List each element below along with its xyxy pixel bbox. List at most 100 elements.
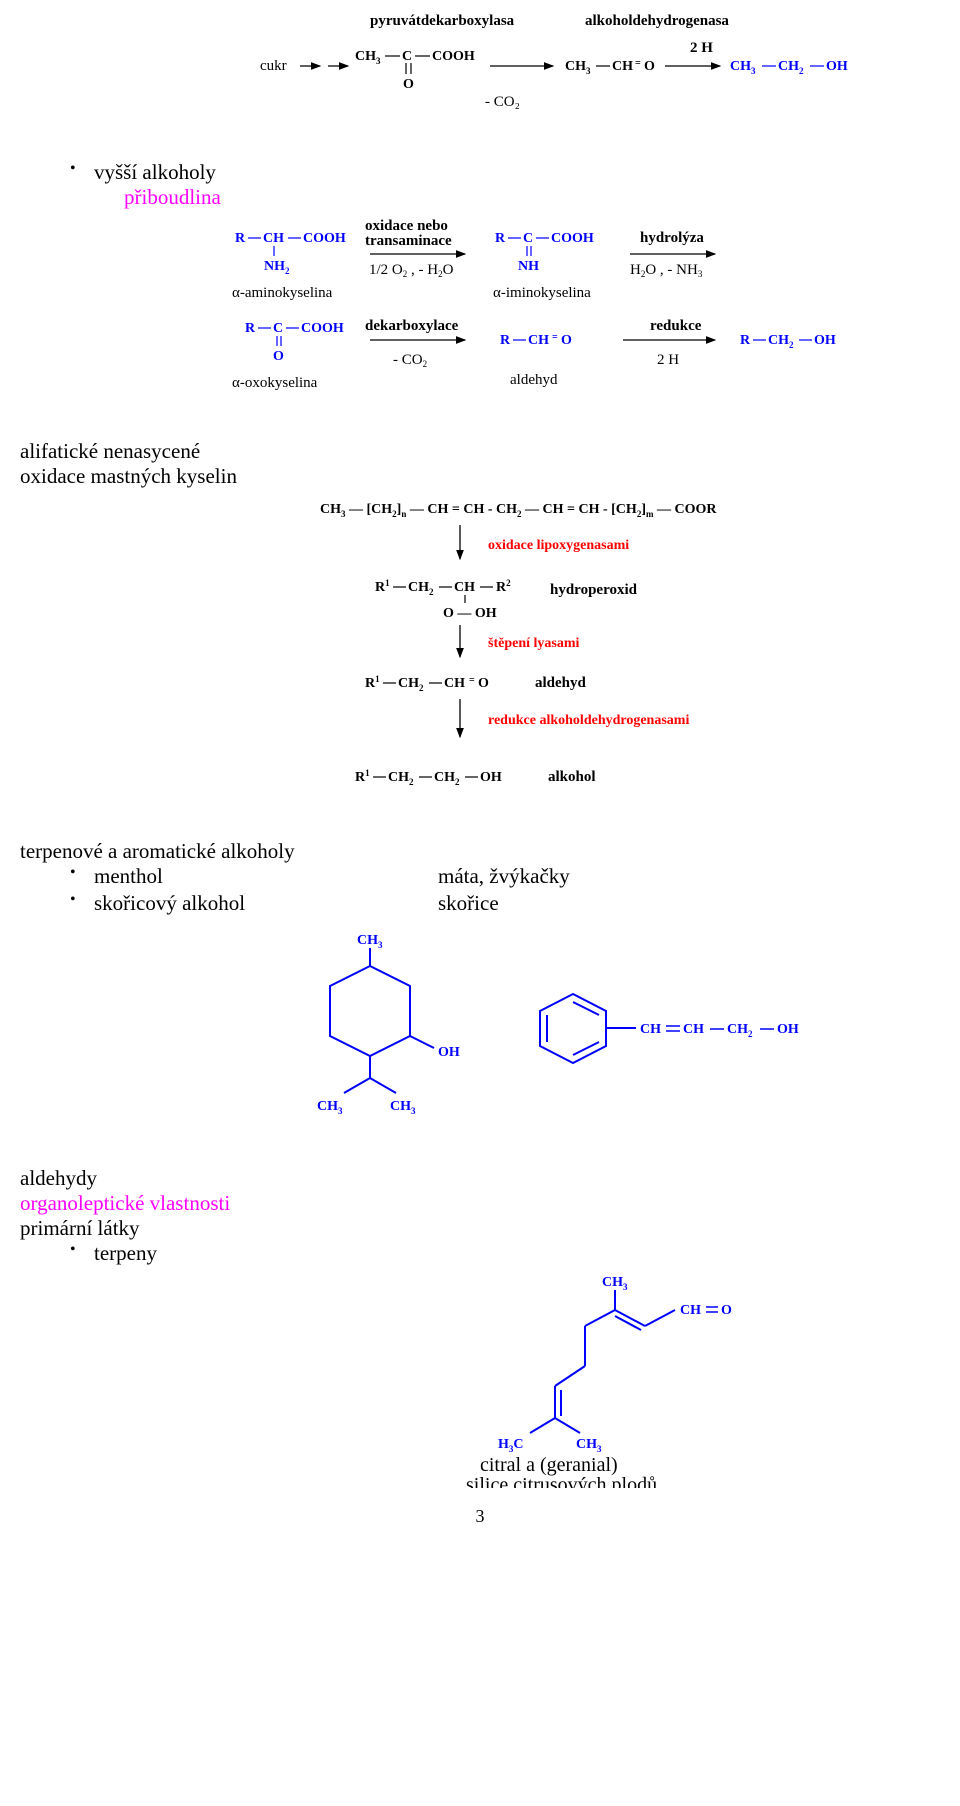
- bullet-icon: [70, 891, 80, 909]
- svg-text:=: =: [635, 58, 641, 69]
- cukr: cukr: [260, 58, 287, 74]
- svg-text:O: O: [644, 59, 655, 74]
- svg-text:CH: CH: [263, 231, 284, 246]
- svg-text:CH: CH: [454, 580, 475, 595]
- svg-text:OH: OH: [480, 770, 502, 785]
- priboudlina: přiboudlina: [124, 185, 221, 210]
- decarbox: dekarboxylace: [365, 318, 459, 334]
- svg-text:COOH: COOH: [303, 231, 346, 246]
- svg-text:CH2: CH2: [388, 770, 414, 787]
- citral-structure: CH3 CH O H3C CH3 citral a (geranial) sil…: [20, 1268, 940, 1488]
- alifatic-heading-block: alifatické nenasycené oxidace mastných k…: [20, 439, 940, 489]
- svg-text:C: C: [523, 231, 533, 246]
- ethanol: CH3 CH2 OH: [730, 59, 848, 76]
- svg-text:CH3: CH3: [565, 59, 591, 76]
- svg-text:CH: CH: [612, 59, 633, 74]
- scheme-pyruvate: pyruvátdekarboxylasa alkoholdehydrogenas…: [20, 10, 940, 140]
- svg-text:CH: CH: [444, 676, 465, 691]
- page-number: 3: [20, 1506, 940, 1527]
- svg-text:CH2: CH2: [768, 333, 794, 350]
- svg-text:- CO2: - CO2: [393, 352, 427, 369]
- aldehydy-l1: primární látky: [20, 1216, 940, 1241]
- svg-text:CH3: CH3: [390, 1099, 416, 1116]
- fatty-aldehyde: R1 CH2 CH = O: [365, 674, 489, 693]
- ox-trans-2: transaminace: [365, 233, 452, 249]
- svg-text:R: R: [245, 321, 256, 336]
- svg-text:R2: R2: [496, 578, 511, 595]
- page: pyruvátdekarboxylasa alkoholdehydrogenas…: [0, 0, 960, 1567]
- svg-text:O: O: [721, 1303, 732, 1318]
- scheme-fatty-acid: CH3 — [CH2]n — CH = CH - CH2 — CH = CH -…: [20, 489, 940, 829]
- svg-text:1/2 O2 , - H2O: 1/2 O2 , - H2O: [369, 262, 454, 279]
- svg-text:=: =: [552, 332, 558, 343]
- vyssi-heading: vyšší alkoholy: [94, 160, 221, 185]
- svg-text:CH: CH: [680, 1303, 701, 1318]
- svg-text:O: O: [273, 349, 284, 364]
- svg-text:COOH: COOH: [432, 49, 475, 64]
- svg-text:O: O: [478, 676, 489, 691]
- svg-text:O — OH: O — OH: [443, 606, 497, 621]
- svg-text:CH3: CH3: [317, 1099, 343, 1116]
- aldehydy-heading: aldehydy: [20, 1166, 940, 1191]
- cond2: 2 H: [690, 40, 713, 56]
- svg-text:CH3: CH3: [602, 1275, 628, 1292]
- svg-text:CH: CH: [640, 1022, 661, 1037]
- terpen-heading: terpenové a aromatické alkoholy: [20, 839, 940, 864]
- alpha-oxoacid-label: α-oxokyselina: [232, 375, 318, 391]
- alpha-iminoacid: R C COOH NH: [495, 231, 594, 274]
- bullet-icon: [70, 1241, 80, 1259]
- svg-text:H2O , - NH3: H2O , - NH3: [630, 262, 703, 279]
- svg-text:H3C: H3C: [498, 1437, 524, 1454]
- r-ch2-oh: R CH2 OH: [740, 333, 836, 350]
- svg-text:O: O: [561, 333, 572, 348]
- structures-menthol-cinnamyl: CH3 OH CH3 CH3 CH CH CH2 OH: [20, 926, 940, 1146]
- svg-text:R1: R1: [375, 578, 390, 595]
- svg-text:CH: CH: [683, 1022, 704, 1037]
- svg-text:=: =: [469, 675, 475, 686]
- svg-text:CH2: CH2: [434, 770, 460, 787]
- alpha-aminoacid: R CH COOH NH2: [235, 231, 346, 276]
- citral-caption2: silice citrusových plodů: [466, 1474, 657, 1488]
- svg-text:NH: NH: [518, 259, 539, 274]
- bullet-icon: [70, 864, 80, 882]
- enzyme2: alkoholdehydrogenasa: [585, 13, 729, 29]
- svg-text:R: R: [740, 333, 751, 348]
- svg-text:CH2: CH2: [408, 580, 434, 597]
- co2: - CO₂: [485, 94, 520, 110]
- step2: štěpení lyasami: [488, 636, 580, 651]
- svg-text:OH: OH: [777, 1022, 799, 1037]
- svg-text:COOH: COOH: [301, 321, 344, 336]
- terpeny: terpeny: [94, 1241, 157, 1266]
- hydrolyza: hydrolýza: [640, 230, 704, 246]
- svg-text:2 H: 2 H: [657, 352, 679, 368]
- aldehydy-section: aldehydy organoleptické vlastnosti primá…: [20, 1166, 940, 1266]
- step1: oxidace lipoxygenasami: [488, 538, 629, 553]
- svg-text:R: R: [495, 231, 506, 246]
- svg-text:R: R: [500, 333, 511, 348]
- svg-text:C: C: [402, 49, 412, 64]
- svg-text:CH3: CH3: [357, 933, 383, 950]
- cinnamyl-name: skořicový alkohol: [94, 891, 424, 916]
- svg-text:R: R: [235, 231, 246, 246]
- svg-text:COOH: COOH: [551, 231, 594, 246]
- hydroperoxide: R1 CH2 CH R2 O — OH: [375, 578, 511, 621]
- cinnamyl-structure: [540, 994, 636, 1063]
- fatty-alcohol-label: alkohol: [548, 769, 596, 785]
- fatty-chain: CH3 — [CH2]n — CH = CH - CH2 — CH = CH -…: [320, 502, 717, 519]
- svg-text:CH2: CH2: [727, 1022, 753, 1039]
- citral-skeleton: [530, 1290, 675, 1433]
- svg-text:R1: R1: [365, 674, 380, 691]
- svg-text:C: C: [273, 321, 283, 336]
- pyruvate: CH3 C COOH O: [355, 49, 475, 92]
- aldehyde-label: aldehyd: [510, 372, 558, 388]
- fatty-alcohol: R1 CH2 CH2 OH: [355, 768, 502, 787]
- svg-text:OH: OH: [814, 333, 836, 348]
- svg-text:OH: OH: [438, 1045, 460, 1060]
- hydroperoxide-label: hydroperoxid: [550, 582, 638, 598]
- cinnamyl-source: skořice: [438, 891, 499, 916]
- svg-text:R1: R1: [355, 768, 370, 785]
- aldehydy-sub: organoleptické vlastnosti: [20, 1191, 940, 1216]
- aldehyde-rcho: R CH = O: [500, 332, 572, 348]
- svg-text:CH3: CH3: [576, 1437, 602, 1454]
- svg-text:CH3: CH3: [355, 49, 381, 66]
